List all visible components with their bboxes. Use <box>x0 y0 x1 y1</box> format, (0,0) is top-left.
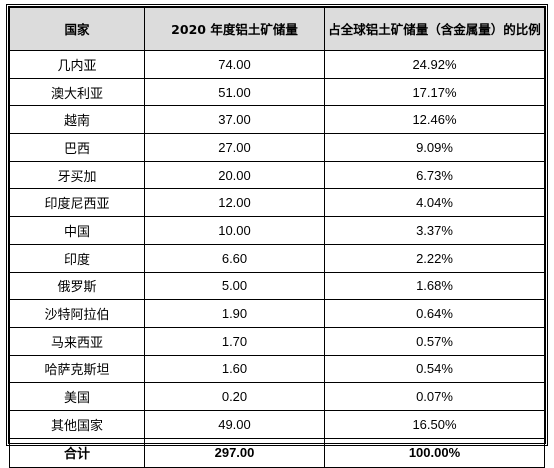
total-row: 合计 297.00 100.00% <box>9 437 545 468</box>
cell-country: 几内亚 <box>9 50 145 79</box>
header-row: 国家 2020 年度铝土矿储量 占全球铝土矿储量（含金属量）的比例 <box>9 7 545 51</box>
cell-share: 0.07% <box>324 382 545 411</box>
cell-country: 哈萨克斯坦 <box>9 354 145 384</box>
cell-reserves: 1.70 <box>144 326 325 356</box>
cell-share: 0.57% <box>324 326 545 356</box>
table-row: 美国 0.20 0.07% <box>9 382 545 411</box>
table-row: 哈萨克斯坦 1.60 0.54% <box>9 354 545 384</box>
cell-reserves: 1.90 <box>144 299 325 328</box>
cell-country: 牙买加 <box>9 160 145 190</box>
cell-share: 1.68% <box>324 271 545 301</box>
table-row: 俄罗斯 5.00 1.68% <box>9 271 545 301</box>
cell-share: 2.22% <box>324 243 545 273</box>
cell-reserves: 1.60 <box>144 354 325 384</box>
cell-share: 12.46% <box>324 105 545 135</box>
cell-country: 马来西亚 <box>9 326 145 356</box>
cell-reserves: 37.00 <box>144 105 325 135</box>
total-label: 合计 <box>9 437 145 468</box>
cell-reserves: 49.00 <box>144 409 325 439</box>
total-reserves: 297.00 <box>144 437 325 468</box>
reserves-table-frame: 国家 2020 年度铝土矿储量 占全球铝土矿储量（含金属量）的比例 几内亚 74.… <box>6 4 548 468</box>
table-row: 中国 10.00 3.37% <box>9 216 545 245</box>
cell-country: 印度 <box>9 243 145 273</box>
cell-reserves: 74.00 <box>144 50 325 79</box>
table-row: 越南 37.00 12.46% <box>9 105 545 135</box>
table-row: 印度尼西亚 12.00 4.04% <box>9 188 545 218</box>
cell-country: 美国 <box>9 382 145 411</box>
table-row: 巴西 27.00 9.09% <box>9 133 545 162</box>
cell-share: 17.17% <box>324 77 545 107</box>
cell-reserves: 0.20 <box>144 382 325 411</box>
cell-country: 中国 <box>9 216 145 245</box>
cell-reserves: 12.00 <box>144 188 325 218</box>
cell-country: 越南 <box>9 105 145 135</box>
cell-reserves: 20.00 <box>144 160 325 190</box>
total-share: 100.00% <box>324 437 545 468</box>
cell-share: 4.04% <box>324 188 545 218</box>
cell-country: 印度尼西亚 <box>9 188 145 218</box>
cell-reserves: 5.00 <box>144 271 325 301</box>
cell-country: 澳大利亚 <box>9 77 145 107</box>
cell-reserves: 27.00 <box>144 133 325 162</box>
cell-share: 0.64% <box>324 299 545 328</box>
cell-share: 9.09% <box>324 133 545 162</box>
cell-country: 巴西 <box>9 133 145 162</box>
table-row: 沙特阿拉伯 1.90 0.64% <box>9 299 545 328</box>
header-country: 国家 <box>9 7 145 51</box>
header-share: 占全球铝土矿储量（含金属量）的比例 <box>324 7 545 51</box>
table-row: 澳大利亚 51.00 17.17% <box>9 77 545 107</box>
table-row: 其他国家 49.00 16.50% <box>9 409 545 439</box>
cell-share: 6.73% <box>324 160 545 190</box>
cell-share: 16.50% <box>324 409 545 439</box>
table-row: 几内亚 74.00 24.92% <box>9 50 545 79</box>
cell-share: 24.92% <box>324 50 545 79</box>
cell-reserves: 6.60 <box>144 243 325 273</box>
cell-reserves: 51.00 <box>144 77 325 107</box>
table-row: 印度 6.60 2.22% <box>9 243 545 273</box>
cell-share: 0.54% <box>324 354 545 384</box>
cell-reserves: 10.00 <box>144 216 325 245</box>
cell-country: 俄罗斯 <box>9 271 145 301</box>
cell-country: 其他国家 <box>9 409 145 439</box>
cell-country: 沙特阿拉伯 <box>9 299 145 328</box>
header-reserves: 2020 年度铝土矿储量 <box>144 7 325 51</box>
bauxite-reserves-table: 国家 2020 年度铝土矿储量 占全球铝土矿储量（含金属量）的比例 几内亚 74.… <box>9 7 545 468</box>
cell-share: 3.37% <box>324 216 545 245</box>
table-row: 牙买加 20.00 6.73% <box>9 160 545 190</box>
table-row: 马来西亚 1.70 0.57% <box>9 326 545 356</box>
